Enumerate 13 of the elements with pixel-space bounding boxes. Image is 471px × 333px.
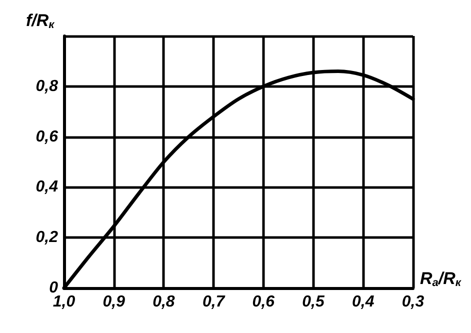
y-tick-label: 0 bbox=[49, 280, 58, 296]
x-tick-label: 0,8 bbox=[152, 294, 175, 310]
x-tick-label: 0,6 bbox=[252, 294, 275, 310]
y-tick-label: 0,8 bbox=[36, 78, 58, 95]
y-tick-label: 0,2 bbox=[36, 229, 58, 246]
x-tick-label: 0,5 bbox=[302, 294, 326, 310]
x-tick-label: 0,9 bbox=[102, 294, 126, 310]
x-tick-label: 1,0 bbox=[52, 294, 76, 310]
y-tick-label: 0,6 bbox=[36, 128, 58, 146]
x-tick-label: 0,4 bbox=[352, 294, 374, 310]
y-tick-label: 0,4 bbox=[36, 178, 58, 196]
x-tick-label: 0,7 bbox=[202, 294, 226, 310]
x-tick-label: 0,3 bbox=[402, 294, 424, 310]
